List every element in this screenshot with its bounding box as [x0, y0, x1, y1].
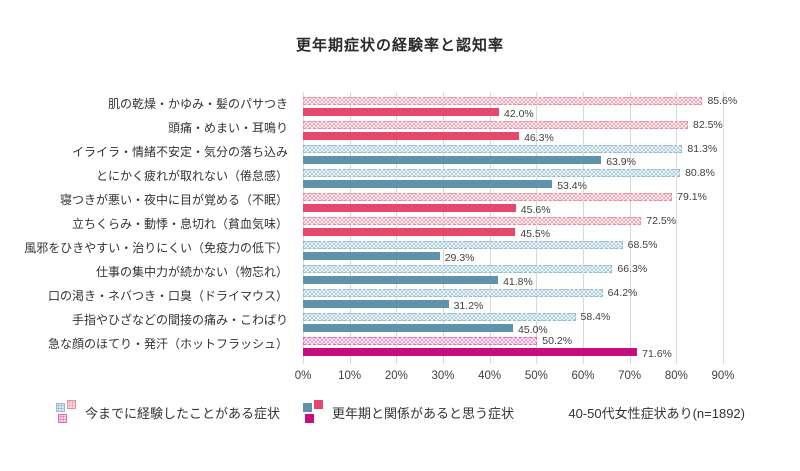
x-tick-label: 90%: [711, 370, 735, 382]
bar-perceived: [303, 180, 553, 188]
chart-row: 72.5% 45.5%: [303, 216, 724, 240]
x-tick-label: 70%: [618, 370, 642, 382]
value-label-perceived: 41.8%: [503, 276, 533, 288]
chart-row: 81.3% 63.9%: [303, 144, 724, 168]
x-tick-label: 40%: [478, 370, 502, 382]
sample-note: 40-50代女性症状あり(n=1892): [568, 406, 745, 421]
bar-experienced: [303, 289, 603, 297]
value-label-experienced: 66.3%: [617, 263, 648, 275]
chart-title: 更年期症状の経験率と認知率: [295, 37, 504, 54]
bar-experienced: [303, 313, 576, 321]
x-tick-label: 50%: [524, 370, 548, 382]
bar-experienced: [303, 265, 613, 273]
value-label-perceived: 45.6%: [520, 204, 551, 216]
plot-area: 85.6% 42.0% 82.5% 46.3% 81.3% 63.9% 80.8% 53.4%…: [303, 92, 737, 364]
dotted-blue-square-icon: [56, 403, 65, 412]
value-label-experienced: 85.6%: [707, 95, 738, 107]
x-tick-label: 60%: [571, 370, 595, 382]
bar-experienced: [303, 97, 703, 105]
gridline: [583, 92, 584, 364]
bar-perceived: [303, 132, 520, 140]
legend-item-experienced: 今までに経験したことがある症状: [56, 398, 280, 426]
value-label-experienced: 68.5%: [627, 239, 658, 251]
value-label-experienced: 81.3%: [687, 143, 718, 155]
x-tick-label: 20%: [384, 370, 408, 382]
value-label-perceived: 45.0%: [518, 324, 548, 336]
gridline: [536, 92, 538, 364]
bar-experienced: [303, 169, 681, 177]
category-label: 仕事の集中力が続かない（物忘れ）: [95, 265, 288, 279]
chart-row: 80.8% 53.4%: [303, 168, 724, 192]
legend-swatch-solid-icon: [303, 400, 326, 424]
bar-perceived: [303, 300, 449, 308]
category-label: イライラ・情緒不安定・気分の落ち込み: [71, 145, 288, 159]
legend-label-experienced: 今までに経験したことがある症状: [85, 405, 281, 421]
category-labels: 肌の乾燥・かゆみ・髪のパサつき頭痛・めまい・耳鳴りイライラ・情緒不安定・気分の落…: [0, 92, 296, 356]
bar-perceived: [303, 108, 499, 116]
solid-blue-square-icon: [303, 403, 312, 412]
solid-pink-square-icon: [314, 400, 323, 409]
gridline: [676, 92, 678, 364]
bar-experienced: [303, 241, 623, 249]
x-tick-label: 10%: [338, 370, 362, 382]
chart-row: 58.4% 45.0%: [303, 312, 724, 336]
value-label-experienced: 72.5%: [646, 215, 677, 227]
solid-magenta-square-icon: [305, 414, 314, 423]
dotted-magenta-square-icon: [58, 414, 67, 423]
bar-perceived: [303, 228, 516, 236]
category-label: 手指やひざなどの間接の痛み・こわばり: [71, 313, 288, 327]
chart-row: 79.1% 45.6%: [303, 192, 724, 216]
x-tick-label: 80%: [664, 370, 688, 382]
bar-perceived: [303, 156, 602, 164]
chart-row: 66.3% 41.8%: [303, 264, 724, 288]
category-label: 肌の乾燥・かゆみ・髪のパサつき: [107, 97, 288, 111]
legend-swatch-dotted-icon: [56, 400, 79, 424]
bar-experienced: [303, 193, 673, 201]
category-label: 寝つきが悪い・夜中に目が覚める（不眠）: [59, 193, 288, 207]
bar-experienced: [303, 121, 688, 129]
x-axis: 0% 10% 20% 30% 40% 50% 60% 70% 80% 90%: [295, 370, 735, 386]
chart-row: 82.5% 46.3%: [303, 120, 724, 144]
bar-perceived: [303, 276, 499, 284]
bar-experienced: [303, 145, 683, 153]
category-label: 立ちくらみ・動悸・息切れ（貧血気味）: [71, 217, 288, 231]
value-label-perceived: 71.6%: [642, 348, 672, 360]
x-tick-label: 30%: [431, 370, 455, 382]
chart-row: 64.2% 31.2%: [303, 288, 724, 312]
value-label-experienced: 79.1%: [677, 191, 707, 203]
category-label: 口の渇き・ネバつき・口臭（ドライマウス）: [47, 289, 288, 303]
value-label-experienced: 64.2%: [607, 287, 638, 299]
chart-row: 85.6% 42.0%: [303, 96, 737, 120]
gridline: [629, 92, 631, 364]
x-tick-label: 0%: [294, 370, 312, 382]
value-label-experienced: 82.5%: [693, 119, 723, 131]
chart-row: 50.2% 71.6%: [303, 336, 724, 360]
value-label-perceived: 42.0%: [504, 108, 534, 120]
legend-label-perceived: 更年期と関係があると思う症状: [332, 405, 515, 421]
bar-perceived: [303, 324, 513, 332]
value-label-experienced: 50.2%: [542, 335, 573, 347]
bar-experienced: [303, 217, 642, 225]
value-label-experienced: 58.4%: [580, 311, 611, 323]
bar-perceived: [303, 252, 440, 260]
value-label-perceived: 29.3%: [444, 252, 475, 264]
value-label-perceived: 53.4%: [557, 180, 587, 192]
value-label-perceived: 31.2%: [453, 300, 484, 312]
category-label: 風邪をひきやすい・治りにくい（免疫力の低下）: [24, 241, 288, 255]
value-label-experienced: 80.8%: [685, 167, 715, 179]
value-label-perceived: 46.3%: [524, 132, 554, 144]
value-label-perceived: 45.5%: [520, 228, 551, 240]
bar-experienced: [303, 337, 538, 345]
gridline: [723, 92, 724, 364]
category-label: とにかく疲れが取れない（倦怠感）: [95, 169, 288, 183]
value-label-perceived: 63.9%: [606, 156, 636, 168]
category-label: 急な顔のほてり・発汗（ホットフラッシュ）: [47, 337, 288, 351]
legend-item-perceived: 更年期と関係があると思う症状: [303, 398, 514, 426]
bar-perceived: [303, 348, 638, 356]
dotted-pink-square-icon: [67, 400, 76, 409]
bar-perceived: [303, 204, 516, 212]
chart-row: 68.5% 29.3%: [303, 240, 724, 264]
category-label: 頭痛・めまい・耳鳴り: [167, 121, 288, 135]
